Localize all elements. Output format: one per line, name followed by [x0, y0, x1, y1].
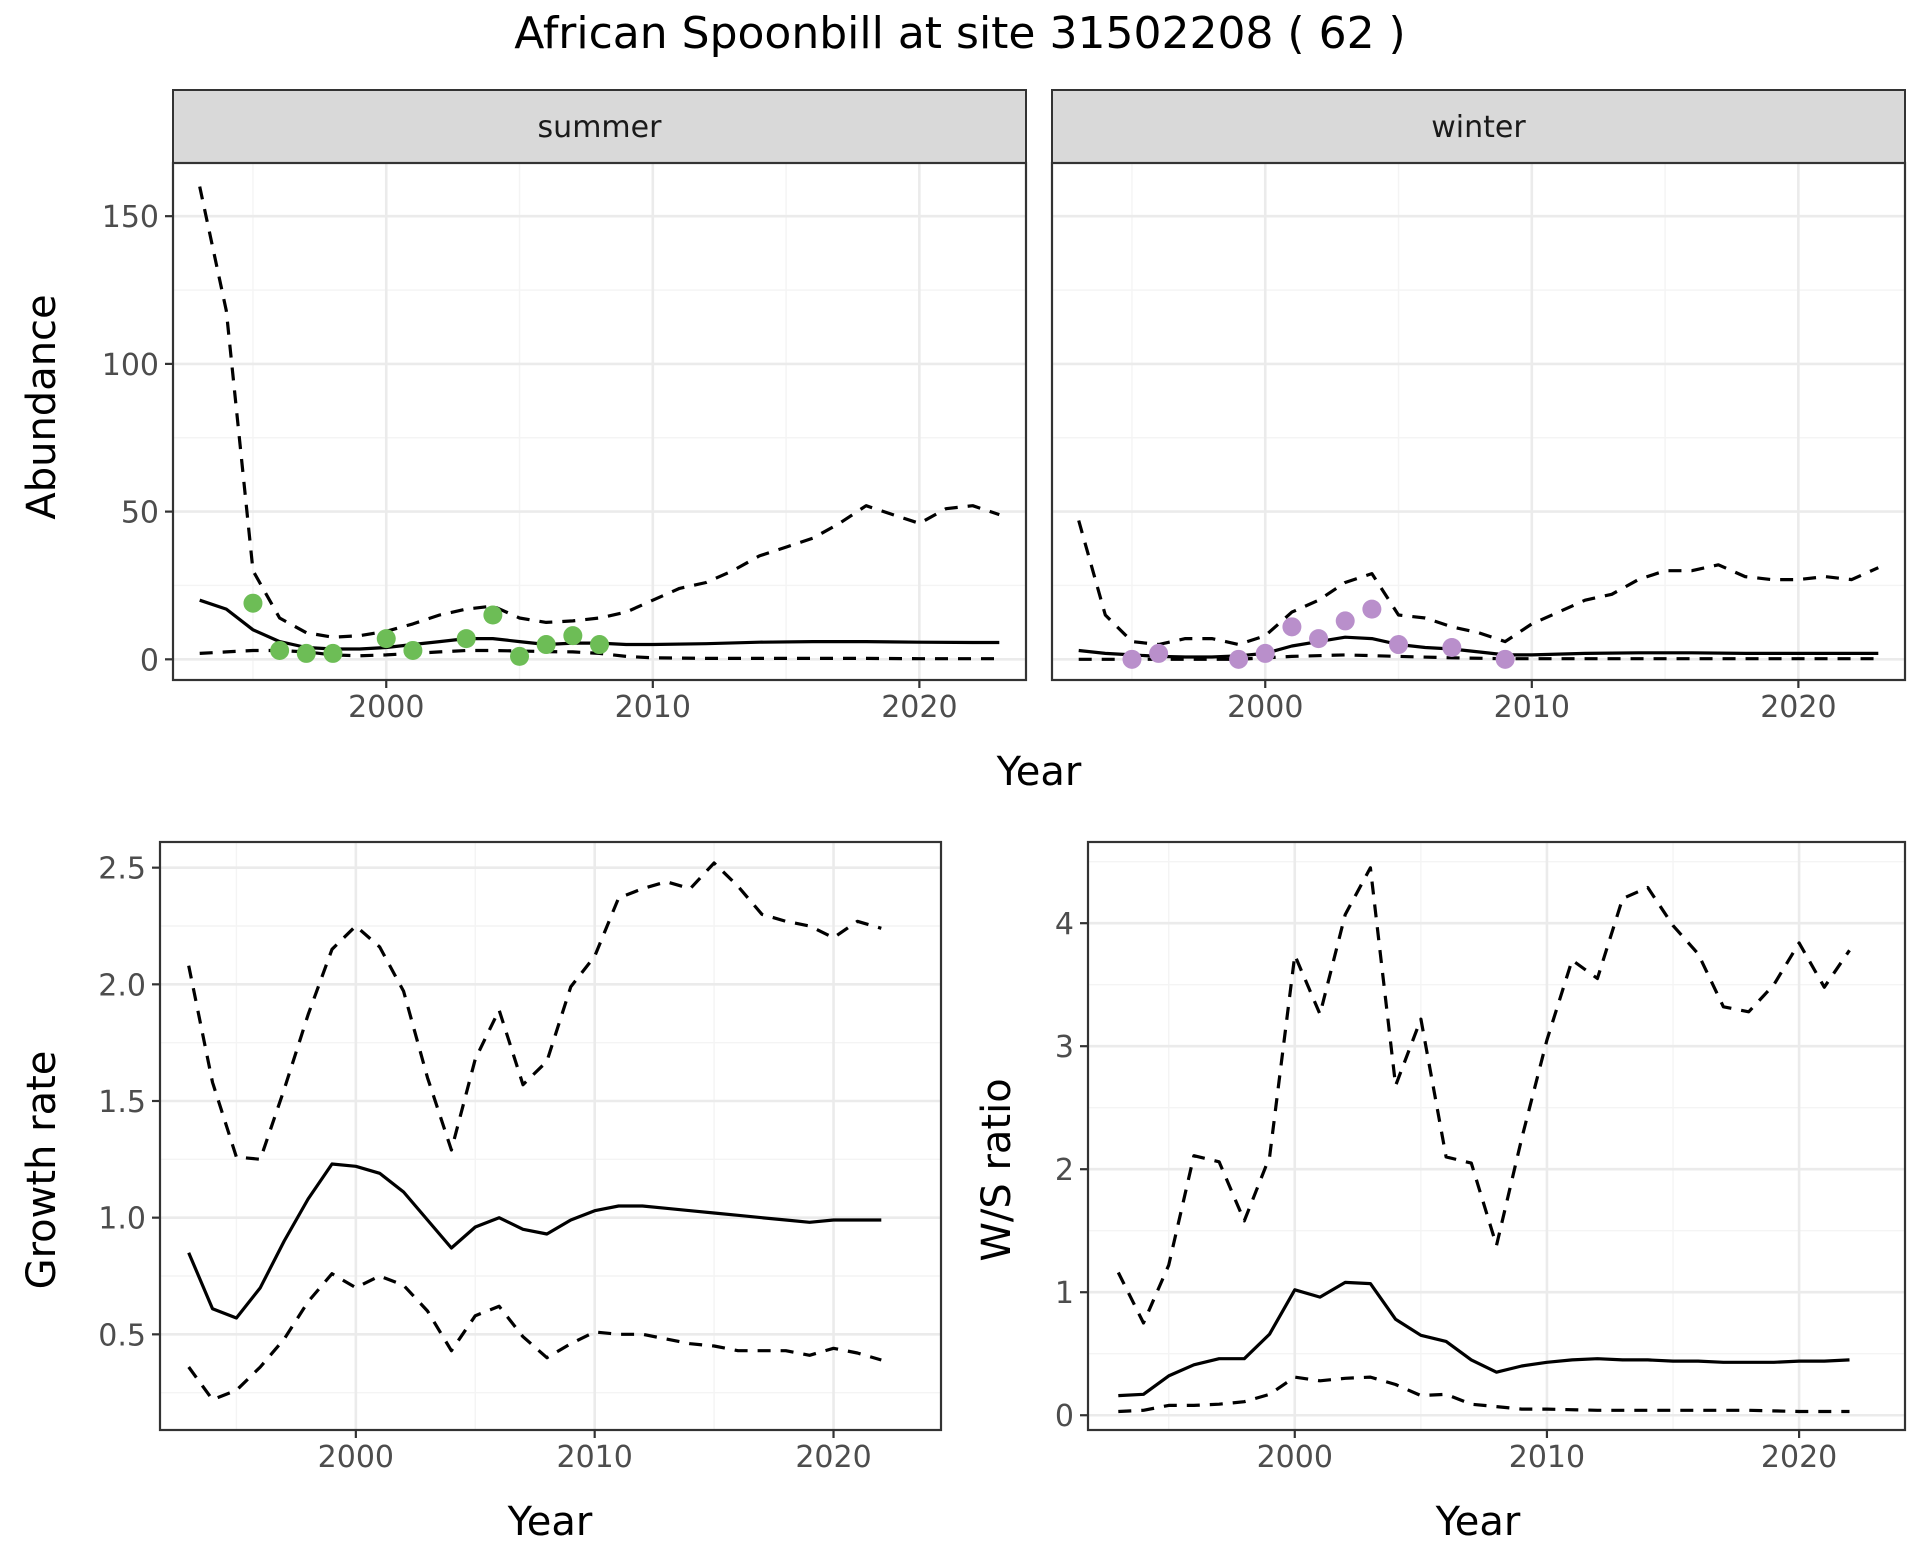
y-tick-label: 50: [121, 496, 159, 531]
y-tick-label: 1: [1055, 1276, 1074, 1311]
winter-observed-point: [1149, 643, 1169, 663]
y-tick-label: 4: [1055, 907, 1074, 942]
x-tick-label: 2010: [1494, 690, 1570, 725]
winter-observed-point: [1362, 599, 1382, 619]
winter-panel-background: [1052, 163, 1905, 680]
strip-summer-background: [172, 89, 1027, 164]
summer-observed-point: [536, 635, 556, 655]
y-tick-label: 2.0: [98, 968, 146, 1003]
growth-y-axis-label: Growth rate: [19, 1051, 65, 1290]
summer-observed-point: [270, 640, 290, 660]
y-tick-label: 1.0: [98, 1202, 146, 1237]
summer-plot-area: 2000 2010 2020 0 50 100 150: [102, 161, 1028, 725]
summer-upper-line: [198, 186, 1000, 639]
y-tick-label: 0.5: [98, 1318, 146, 1353]
winter-observed-point: [1122, 649, 1142, 669]
ws_ratio-lower-line: [1118, 1375, 1850, 1414]
y-tick-label: 100: [102, 348, 159, 383]
figure-title: African Spoonbill at site 31502208 ( 62 …: [514, 8, 1405, 59]
ws_ratio-estimate-line: [1118, 1280, 1850, 1398]
growth-x-axis-label: Year: [507, 1499, 593, 1545]
x-tick-label: 2020: [1760, 690, 1836, 725]
y-tick-label: 0: [140, 643, 159, 678]
panel-ws-ratio: 2000 2010 2020 0 1 2 3 4 Year W/S ratio: [974, 840, 1907, 1545]
growth-estimate-line: [187, 1162, 882, 1320]
x-tick-label: 2010: [557, 1440, 633, 1475]
growth-lower-line: [187, 1272, 882, 1402]
strip-winter-background: [1051, 89, 1906, 164]
ws-ratio-x-axis-label: Year: [1435, 1499, 1521, 1545]
growth-plot-area: 2000 2010 2020 0.5 1.0 1.5 2.0 2.5: [98, 840, 943, 1475]
ws-ratio-y-axis-label: W/S ratio: [974, 1078, 1020, 1261]
x-tick-label: 2020: [1761, 1440, 1837, 1475]
y-tick-label: 150: [102, 200, 159, 235]
winter-observed-point: [1442, 638, 1462, 658]
panel-winter: winter 2000 2010 2020: [1050, 89, 1907, 725]
growth-panel-border: [158, 840, 943, 1432]
strip-summer-label: summer: [538, 110, 663, 145]
x-tick-label: 2000: [348, 690, 424, 725]
x-tick-label: 2000: [318, 1440, 394, 1475]
summer-observed-point: [563, 626, 583, 646]
ws-ratio-plot-area: 2000 2010 2020 0 1 2 3 4: [1055, 840, 1907, 1475]
winter-panel-border: [1050, 161, 1907, 682]
summer-observed-point: [456, 629, 476, 649]
ws_ratio-panel-background: [1088, 842, 1905, 1430]
x-tick-label: 2000: [1257, 1440, 1333, 1475]
x-tick-label: 2010: [1509, 1440, 1585, 1475]
x-tick-label: 2010: [615, 690, 691, 725]
x-tick-label: 2020: [795, 1440, 871, 1475]
growth-panel-background: [160, 842, 941, 1430]
summer-observed-point: [483, 605, 503, 625]
y-tick-label: 2: [1055, 1153, 1074, 1188]
summer-observed-point: [296, 643, 316, 663]
panel-summer: summer 2000 2010 2020 0 50 100 150 Abundance: [19, 89, 1028, 725]
y-tick-label: 2.5: [98, 852, 146, 887]
summer-y-axis-label: Abundance: [19, 294, 65, 519]
winter-observed-point: [1389, 635, 1409, 655]
summer-observed-point: [243, 593, 263, 613]
strip-winter-label: winter: [1431, 110, 1526, 145]
panel-growth-rate: 2000 2010 2020 0.5 1.0 1.5 2.0 2.5 Year Growth …: [19, 840, 943, 1545]
summer-observed-point: [323, 643, 343, 663]
winter-observed-point: [1255, 643, 1275, 663]
winter-upper-line: [1077, 520, 1879, 647]
winter-observed-point: [1495, 649, 1515, 669]
winter-plot-area: 2000 2010 2020: [1050, 161, 1907, 725]
y-tick-label: 1.5: [98, 1085, 146, 1120]
summer-panel-background: [173, 163, 1026, 680]
x-tick-label: 2020: [881, 690, 957, 725]
winter-lower-line: [1078, 653, 1879, 661]
y-tick-label: 0: [1055, 1399, 1074, 1434]
ws_ratio-upper-line: [1116, 866, 1851, 1325]
summer-observed-point: [590, 635, 609, 655]
x-tick-label: 2000: [1227, 690, 1303, 725]
winter-observed-point: [1229, 649, 1249, 669]
winter-observed-point: [1282, 617, 1302, 637]
ws_ratio-panel-border: [1086, 840, 1907, 1432]
summer-observed-point: [376, 629, 396, 649]
summer-panel-border: [171, 161, 1028, 682]
y-tick-label: 3: [1055, 1030, 1074, 1065]
winter-observed-point: [1309, 629, 1329, 649]
growth-upper-line: [187, 861, 882, 1161]
winter-observed-point: [1335, 611, 1355, 631]
abundance-x-axis-label: Year: [996, 749, 1082, 795]
summer-observed-point: [510, 646, 530, 666]
summer-observed-point: [403, 640, 423, 660]
